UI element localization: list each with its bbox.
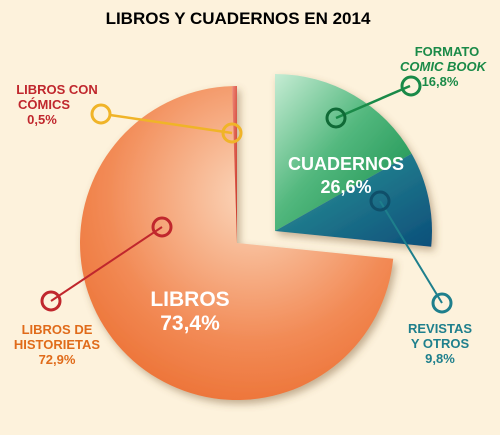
callout-marker: [151, 216, 173, 238]
callout-marker: [90, 103, 112, 125]
callout-line: [50, 226, 163, 302]
callout-historietas-value: 72,9%: [39, 352, 76, 367]
callout-formato-value: 16,8%: [422, 74, 459, 89]
libros-group-value: 73,4%: [160, 312, 220, 335]
callout-marker: [325, 107, 347, 129]
callout-historietas-line2: HISTORIETAS: [14, 337, 101, 352]
callout-comics-line2: CÓMICS: [18, 97, 70, 112]
callout-formato-line1: FORMATO: [415, 44, 480, 59]
slice-formato-comic-book: [275, 74, 412, 231]
callout-marker: [40, 290, 62, 312]
callout-revistas-line2: Y OTROS: [411, 336, 470, 351]
callout-line: [379, 200, 443, 304]
callout-historietas-line1: LIBROS DE: [22, 322, 93, 337]
callout-marker: [221, 122, 243, 144]
callout-libros-de-historietas: LIBROS DE HISTORIETAS 72,9%: [14, 216, 173, 367]
callout-marker: [369, 190, 391, 212]
callout-formato-line2: COMIC BOOK: [400, 59, 488, 74]
callout-libros-con-comics: LIBROS CON CÓMICS 0,5%: [16, 82, 243, 144]
callout-line: [109, 113, 233, 135]
slice-libros-de-historietas: [80, 86, 394, 401]
callout-formato-comic-book: FORMATO COMIC BOOK 16,8%: [325, 44, 488, 129]
cuadernos-group-value: 26,6%: [320, 177, 371, 197]
cuadernos-group-name: CUADERNOS: [288, 154, 404, 174]
callout-revistas-y-otros: REVISTAS Y OTROS 9,8%: [369, 190, 472, 366]
libros-group-name: LIBROS: [150, 288, 229, 311]
callout-comics-value: 0,5%: [27, 112, 57, 127]
callout-comics-line1: LIBROS CON: [16, 82, 98, 97]
callout-marker: [400, 75, 422, 97]
chart-title: LIBROS Y CUADERNOS EN 2014: [106, 9, 371, 28]
callout-revistas-line1: REVISTAS: [408, 321, 472, 336]
callout-marker: [431, 292, 453, 314]
callout-line: [335, 84, 411, 120]
callout-revistas-value: 9,8%: [425, 351, 455, 366]
